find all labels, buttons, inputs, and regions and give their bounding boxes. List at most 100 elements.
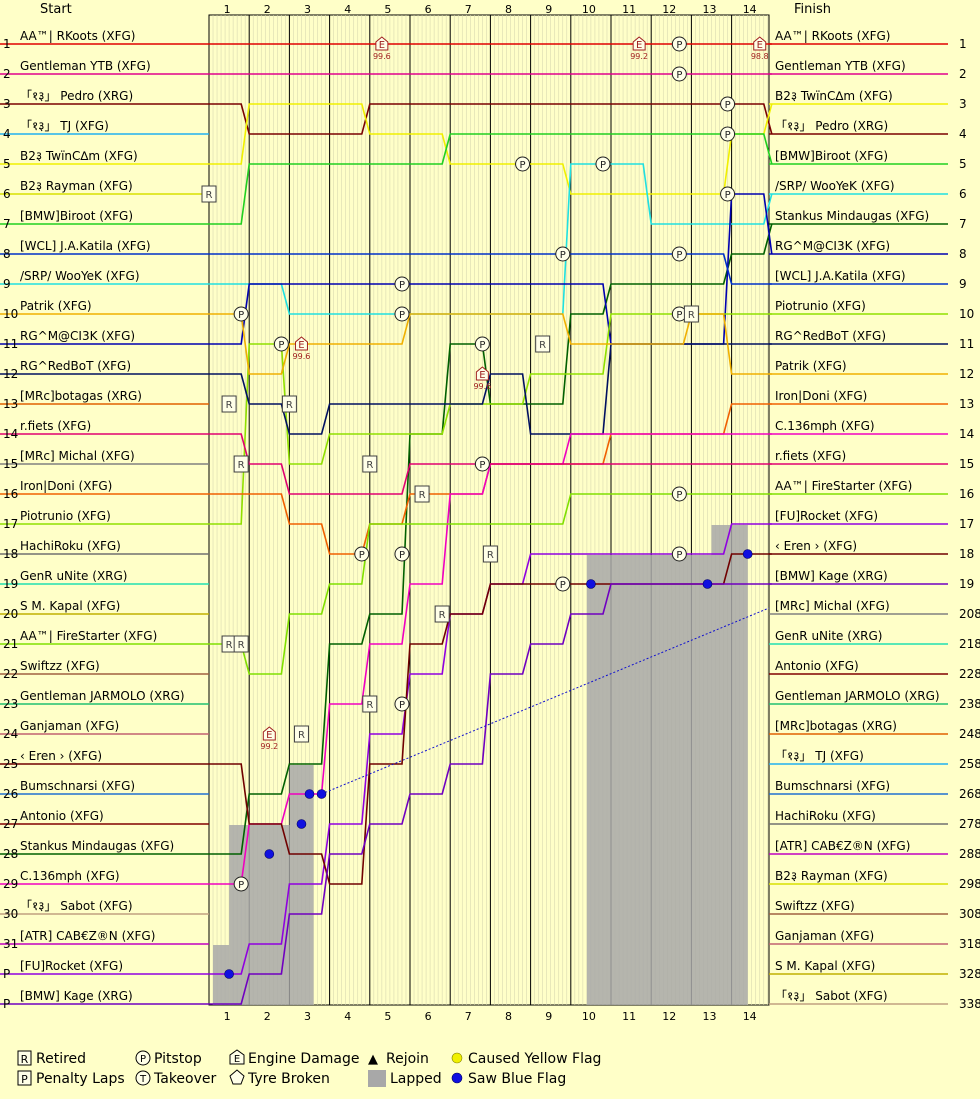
engine-damage-marker: E99.6: [473, 366, 491, 391]
retired-letter: R: [539, 340, 546, 351]
pitstop-letter: P: [520, 160, 526, 171]
retired-letter: R: [487, 550, 494, 561]
retired-letter: R: [419, 490, 426, 501]
finish-position-number: 228: [959, 667, 980, 681]
lap-number-top: 3: [304, 3, 311, 16]
engine-letter: E: [479, 370, 485, 381]
start-position-number: 21: [3, 637, 18, 651]
legend-item: Saw Blue Flag: [451, 1071, 566, 1087]
pitstop-marker: P: [394, 276, 410, 292]
pitstop-circle: [720, 96, 736, 112]
finish-driver-label: RG^M@CI3K (XFG): [775, 239, 890, 253]
start-driver-label: Piotrunio (XFG): [20, 509, 111, 523]
lapped-bar: [711, 525, 748, 1005]
start-position-number: 7: [3, 217, 11, 231]
legend-symbol-letter: P: [140, 1054, 146, 1065]
pitstop-marker: P: [233, 876, 249, 892]
engine-damage-label: 99.6: [373, 52, 391, 61]
finish-driver-label: RG^RedBoT (XFG): [775, 329, 886, 343]
finish-position-number: 278: [959, 817, 980, 831]
start-position-number: 9: [3, 277, 11, 291]
pitstop-circle: [555, 576, 571, 592]
pitstop-marker: P: [515, 156, 531, 172]
start-driver-label: Patrik (XFG): [20, 299, 92, 313]
start-position-number: 8: [3, 247, 11, 261]
legend-box-symbol: [17, 1050, 32, 1066]
finish-position-number: 3: [959, 97, 967, 111]
legend-symbol-letter: T: [139, 1074, 147, 1085]
legend-label: Pitstop: [154, 1051, 202, 1067]
lapped-bar: [229, 825, 290, 1005]
legend-label: Lapped: [390, 1071, 442, 1087]
finish-position-number: 2: [959, 67, 967, 81]
pitstop-circle: [555, 246, 571, 262]
lapped-bar: [213, 945, 230, 1005]
legend-engine-symbol: [229, 1049, 245, 1065]
pitstop-circle: [233, 876, 249, 892]
start-position-number: 19: [3, 577, 18, 591]
finish-position-number: 6: [959, 187, 967, 201]
finish-position-number: 218: [959, 637, 980, 651]
pitstop-circle: [671, 486, 687, 502]
driver-trace: [209, 103, 773, 135]
finish-position-number: 248: [959, 727, 980, 741]
start-position-number: 28: [3, 847, 18, 861]
finish-driver-label: GenR uNite (XRG): [775, 629, 882, 643]
engine-shape: [475, 366, 489, 381]
engine-shape: [753, 36, 767, 51]
start-driver-label: [WCL] J.A.Katila (XFG): [20, 239, 151, 253]
start-position-number: 18: [3, 547, 18, 561]
start-position-number: 1: [3, 37, 11, 51]
retired-letter: R: [286, 400, 293, 411]
pitstop-circle: [394, 546, 410, 562]
pitstop-letter: P: [725, 190, 731, 201]
retired-letter: R: [366, 700, 373, 711]
start-position-number: 30: [3, 907, 18, 921]
engine-damage-label: 99.6: [473, 382, 491, 391]
finish-position-number: 16: [959, 487, 974, 501]
retired-letter: R: [226, 400, 233, 411]
pitstop-letter: P: [560, 580, 566, 591]
pitstop-circle: [515, 156, 531, 172]
start-driver-label: Gentleman YTB (XFG): [20, 59, 151, 73]
pitstop-letter: P: [278, 340, 284, 351]
retired-letter: R: [206, 190, 213, 201]
start-position-number: P: [3, 997, 10, 1011]
engine-damage-marker: E99.6: [293, 336, 311, 361]
lap-number-top: 6: [425, 3, 432, 16]
start-position-number: 13: [3, 397, 18, 411]
legend-symbol-letter: E: [234, 1054, 240, 1065]
legend-item: P Penalty Laps: [17, 1070, 125, 1087]
start-driver-label: AA™| FireStarter (XFG): [20, 629, 157, 643]
pitstop-circle: [233, 306, 249, 322]
pitstop-marker: P: [273, 336, 289, 352]
engine-letter: E: [379, 40, 385, 51]
pitstop-letter: P: [725, 100, 731, 111]
legend-label: Takeover: [153, 1071, 216, 1087]
driver-trace: [209, 523, 772, 975]
start-driver-label: B2३ TwïnC∆m (XFG): [20, 149, 138, 163]
pitstop-circle: [354, 546, 370, 562]
lap-number-top: 9: [545, 3, 552, 16]
finish-position-number: 238: [959, 697, 980, 711]
start-position-number: 12: [3, 367, 18, 381]
lap-number-bottom: 2: [264, 1010, 271, 1023]
pitstop-letter: P: [238, 310, 244, 321]
pitstop-marker: P: [595, 156, 611, 172]
pitstop-circle: [720, 126, 736, 142]
finish-driver-label: [ATR] CAB€Z®N (XFG): [775, 839, 910, 853]
retired-letter: R: [439, 610, 446, 621]
finish-position-number: 1: [959, 37, 967, 51]
legend-label: Saw Blue Flag: [468, 1071, 566, 1087]
engine-damage-label: 99.6: [293, 352, 311, 361]
start-driver-label: Gentleman JARMOLO (XRG): [20, 689, 185, 703]
finish-driver-label: Ganjaman (XFG): [775, 929, 874, 943]
lap-number-bottom: 10: [582, 1010, 596, 1023]
legend-label: Penalty Laps: [36, 1071, 125, 1087]
finish-driver-label: Iron|Doni (XFG): [775, 389, 867, 403]
position-rows: 1 AA™| RKoots (XFG) 2 Gentleman YTB (XFG) 3 「…: [0, 29, 980, 1011]
start-position-number: 25: [3, 757, 18, 771]
pitstop-letter: P: [676, 310, 682, 321]
lapped-bar: [289, 765, 314, 1005]
